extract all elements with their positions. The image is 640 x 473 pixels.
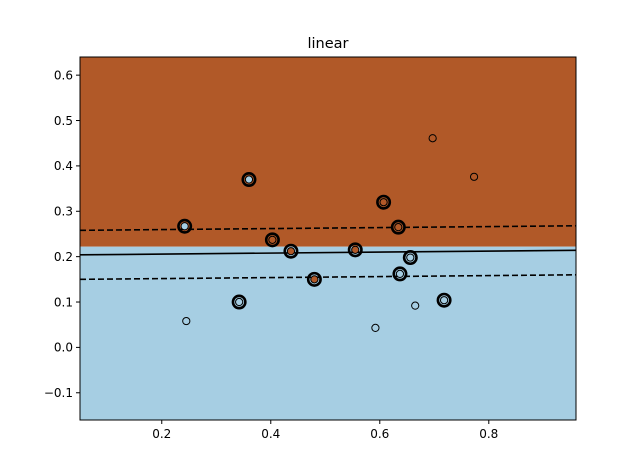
margin-line-upper: [79, 224, 577, 232]
chart-title: linear: [307, 36, 348, 52]
data-point: [268, 235, 277, 244]
data-point: [439, 296, 449, 305]
y-tick-label: 0.6: [54, 68, 73, 82]
data-point: [379, 198, 388, 207]
x-tick-label: 0.4: [261, 427, 280, 441]
data-point: [180, 222, 189, 231]
support-vector-ring: [376, 194, 392, 210]
support-vector-ring: [177, 218, 193, 234]
data-point: [371, 323, 380, 332]
data-point: [182, 316, 191, 326]
data-point: [310, 275, 319, 284]
y-tick-label: 0.1: [54, 295, 73, 309]
region-upper: [80, 57, 576, 247]
data-point: [411, 301, 420, 310]
y-axis-ticks: −0.1 0.0 0.1 0.2 0.3 0.4 0.5 0.6: [44, 68, 80, 400]
support-vector-ring: [306, 271, 322, 287]
plot-frame: [79, 56, 577, 421]
decision-regions: [80, 57, 576, 420]
region-lower: [80, 246, 576, 420]
support-vector-ring: [402, 250, 418, 266]
y-tick-label: −0.1: [44, 386, 73, 400]
y-tick-label: 0.3: [54, 205, 73, 219]
data-point: [395, 269, 405, 278]
y-tick-label: 0.0: [54, 341, 73, 355]
support-vector-ring: [231, 294, 247, 310]
support-vector-ring: [436, 292, 452, 308]
y-tick-label: 0.4: [54, 159, 73, 173]
decision-boundary-line: [79, 249, 577, 256]
support-vector-ring: [264, 232, 280, 248]
support-vector-ring: [390, 219, 406, 235]
data-point: [235, 297, 244, 307]
decision-lines: [79, 224, 577, 281]
data-point: [428, 134, 437, 143]
data-point: [394, 223, 403, 232]
support-vector-ring: [347, 242, 363, 258]
data-point: [286, 247, 296, 256]
x-tick-label: 0.2: [152, 427, 171, 441]
support-vector-ring: [241, 172, 257, 188]
data-points: [177, 134, 479, 332]
x-tick-label: 0.6: [370, 427, 389, 441]
data-point: [469, 172, 479, 181]
data-point: [244, 175, 254, 184]
y-tick-label: 0.2: [54, 250, 73, 264]
x-axis-ticks: 0.2 0.4 0.6 0.8: [152, 420, 498, 441]
data-point: [406, 253, 415, 262]
margin-line-lower: [79, 274, 577, 281]
y-tick-label: 0.5: [54, 114, 73, 128]
data-point: [351, 245, 360, 254]
support-vector-ring: [283, 243, 299, 259]
x-tick-label: 0.8: [479, 427, 498, 441]
support-vector-ring: [392, 266, 408, 282]
